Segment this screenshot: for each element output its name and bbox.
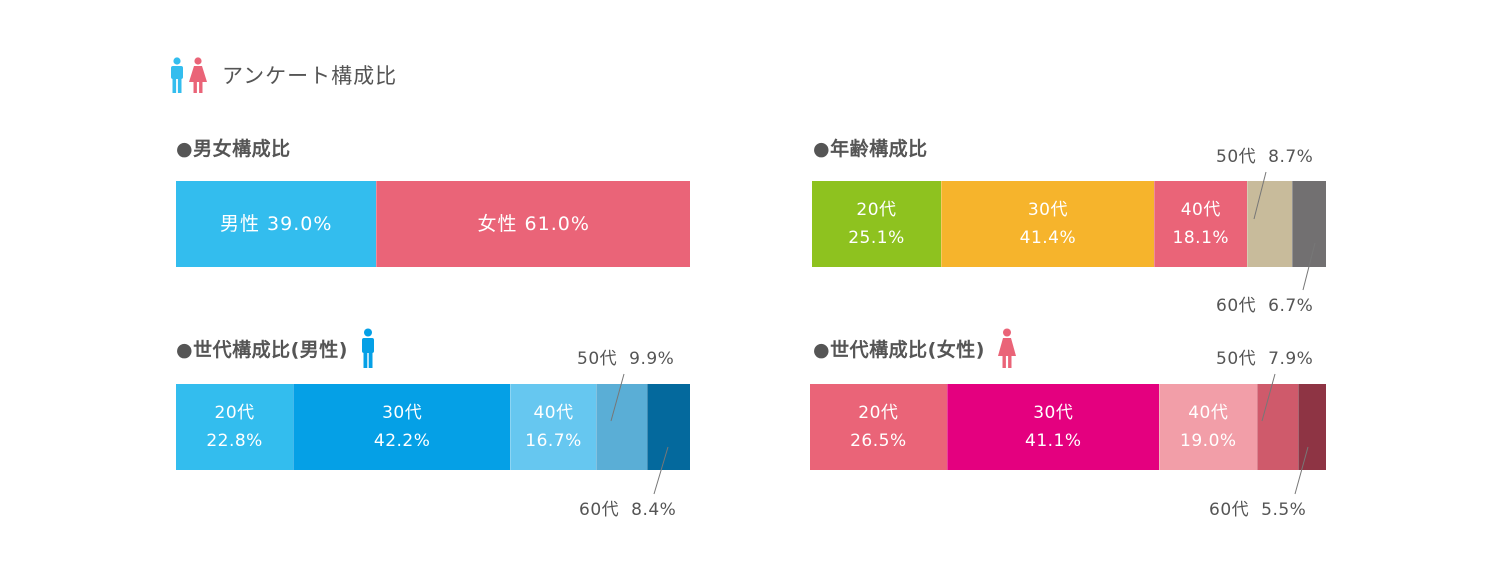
page-title: アンケート構成比 <box>222 64 398 88</box>
male-female-icon <box>168 57 208 93</box>
age-40s-category-label: 40代 <box>1180 200 1221 220</box>
male-gen-40s-category-label: 40代 <box>533 403 574 423</box>
male-generation-bar: 20代 22.8% 30代 42.2% 40代 16.7% <box>176 384 690 470</box>
age-50s-value: 8.7% <box>1268 147 1314 167</box>
female-gen-20s-category-label: 20代 <box>858 403 899 423</box>
age-ratio-title: ●年齢構成比 <box>813 134 928 161</box>
female-gen-50s-segment <box>1256 384 1298 470</box>
gender-ratio-title: ●男女構成比 <box>176 134 291 161</box>
female-60s-callout: 60代 5.5% <box>1209 495 1306 520</box>
male-gen-20s-value-label: 22.8% <box>206 431 263 451</box>
male-gen-40s-segment: 40代 16.7% <box>510 384 596 470</box>
female-generation-bar: 20代 26.5% 30代 41.1% 40代 19.0% <box>810 384 1326 470</box>
female-icon <box>189 57 207 93</box>
age-20s-segment: 20代 25.1% <box>812 181 941 267</box>
female-50s-label: 50代 <box>1216 349 1257 369</box>
page-header: アンケート構成比 <box>168 52 397 98</box>
age-30s-category-label: 30代 <box>1027 200 1068 220</box>
female-gen-20s-segment: 20代 26.5% <box>810 384 947 470</box>
gender-male-segment: 男性 39.0% <box>176 181 377 267</box>
male-50s-label: 50代 <box>577 349 618 369</box>
gender-ratio-bar: 男性 39.0% 女性 61.0% <box>176 181 690 267</box>
male-gen-20s-category-label: 20代 <box>214 403 255 423</box>
age-60s-value: 6.7% <box>1268 296 1314 316</box>
male-icon <box>360 328 376 368</box>
age-20s-value-label: 25.1% <box>848 228 905 248</box>
age-50s-callout: 50代 8.7% <box>1216 142 1313 167</box>
female-50s-callout: 50代 7.9% <box>1216 344 1313 369</box>
female-gen-20s-value-label: 26.5% <box>850 431 907 451</box>
age-40s-segment: 40代 18.1% <box>1153 181 1247 267</box>
male-60s-value: 8.4% <box>631 500 677 520</box>
male-60s-callout: 60代 8.4% <box>579 495 676 520</box>
female-gen-30s-value-label: 41.1% <box>1025 431 1082 451</box>
male-generation-title: ●世代構成比(男性) <box>176 326 376 370</box>
age-50s-segment <box>1246 181 1292 267</box>
male-50s-value: 9.9% <box>629 349 675 369</box>
female-50s-value: 7.9% <box>1268 349 1314 369</box>
gender-male-label: 男性 39.0% <box>220 213 333 235</box>
female-generation-title-text: ●世代構成比(女性) <box>813 338 985 361</box>
age-ratio-title-text: ●年齢構成比 <box>813 138 928 160</box>
female-generation-title: ●世代構成比(女性) <box>813 326 1017 370</box>
age-ratio-bar: 20代 25.1% 30代 41.4% 40代 18.1% <box>812 181 1326 267</box>
female-60s-value: 5.5% <box>1261 500 1307 520</box>
female-gen-40s-value-label: 19.0% <box>1180 431 1237 451</box>
male-gen-30s-segment: 30代 42.2% <box>293 384 511 470</box>
female-gen-60s-segment <box>1297 384 1326 470</box>
male-icon <box>171 57 183 93</box>
male-gen-20s-segment: 20代 22.8% <box>176 384 294 470</box>
age-20s-category-label: 20代 <box>856 200 897 220</box>
gender-female-segment: 女性 61.0% <box>376 181 690 267</box>
male-gen-30s-category-label: 30代 <box>382 403 423 423</box>
age-30s-value-label: 41.4% <box>1019 228 1077 248</box>
female-60s-label: 60代 <box>1209 500 1250 520</box>
male-gen-40s-value-label: 16.7% <box>525 431 582 451</box>
gender-female-label: 女性 61.0% <box>477 213 590 235</box>
male-gen-60s-segment <box>646 384 690 470</box>
age-60s-callout: 60代 6.7% <box>1216 291 1313 316</box>
female-gen-40s-category-label: 40代 <box>1188 403 1229 423</box>
female-icon <box>997 328 1017 368</box>
age-60s-label: 60代 <box>1216 296 1257 316</box>
female-gen-40s-segment: 40代 19.0% <box>1158 384 1257 470</box>
age-60s-segment <box>1291 181 1326 267</box>
male-60s-label: 60代 <box>579 500 620 520</box>
male-gen-30s-value-label: 42.2% <box>373 431 431 451</box>
male-gen-50s-segment <box>595 384 647 470</box>
gender-ratio-title-text: ●男女構成比 <box>176 138 291 160</box>
age-30s-segment: 30代 41.4% <box>941 181 1154 267</box>
age-50s-label: 50代 <box>1216 147 1257 167</box>
male-generation-title-text: ●世代構成比(男性) <box>176 338 348 361</box>
age-40s-value-label: 18.1% <box>1172 228 1230 248</box>
female-gen-30s-category-label: 30代 <box>1033 403 1074 423</box>
female-gen-30s-segment: 30代 41.1% <box>946 384 1159 470</box>
male-50s-callout: 50代 9.9% <box>577 344 674 369</box>
